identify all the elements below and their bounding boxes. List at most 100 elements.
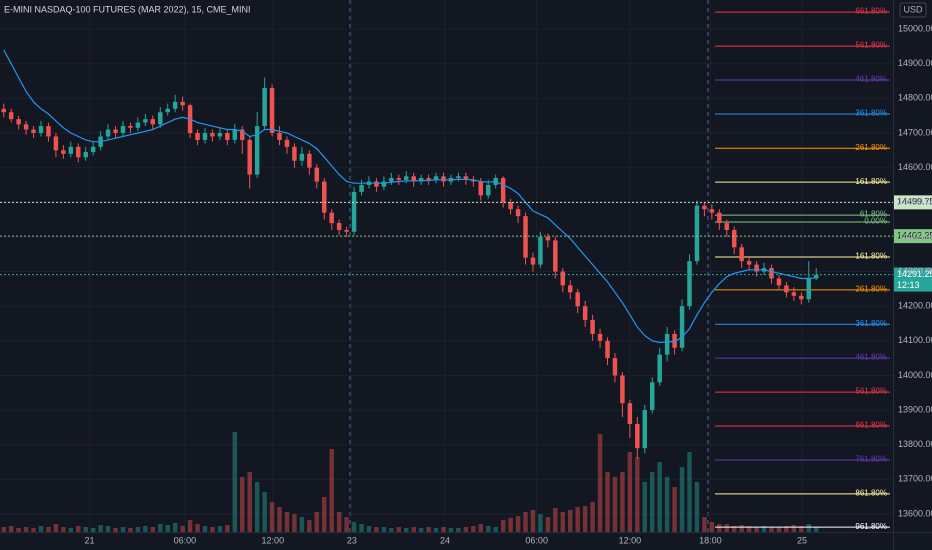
volume-bar — [322, 497, 327, 532]
volume-bar — [702, 517, 707, 532]
y-tick-label: 13800.00 — [898, 439, 932, 449]
volume-bar — [8, 526, 14, 532]
volume-bar — [560, 512, 566, 532]
candle-body — [359, 184, 364, 192]
volume-bar — [120, 527, 126, 532]
candle-body — [679, 306, 685, 348]
volume-bar — [254, 482, 260, 532]
candle-body — [120, 126, 126, 133]
candle-body — [776, 278, 782, 286]
price-label: 14291.25 — [897, 269, 932, 279]
volume-bar — [374, 527, 379, 532]
volume-bar — [396, 527, 402, 532]
candle-body — [694, 205, 700, 262]
candle-body — [515, 209, 521, 217]
volume-bar — [225, 525, 230, 532]
candle-body — [784, 285, 789, 293]
y-tick-label: 14100.00 — [898, 335, 932, 345]
candle-body — [389, 178, 394, 182]
fibonacci: 661.80% 561.80% 461.80% 361.80% 261.80% 161.8… — [715, 7, 890, 531]
candle-body — [754, 264, 759, 272]
volume-bar — [150, 527, 156, 532]
volume-bar — [158, 524, 163, 532]
fib-label: 661.80% — [855, 7, 887, 16]
fib-label: 161.80% — [855, 177, 887, 186]
candle-body — [396, 178, 402, 180]
volume-bar — [605, 472, 610, 532]
candle-body — [575, 292, 580, 307]
candle-body — [530, 257, 536, 265]
candle-body — [351, 191, 357, 232]
volume-bar — [448, 528, 454, 532]
volume-bar — [784, 526, 789, 532]
candle-body — [46, 126, 51, 137]
y-tick-label: 14800.00 — [898, 93, 932, 103]
candle-body — [538, 236, 543, 265]
price-label: 14402.25 — [897, 231, 932, 241]
candle-body — [292, 146, 297, 161]
volume-bar — [433, 528, 439, 532]
candle-body — [806, 278, 812, 300]
fib-label: 361.80% — [855, 319, 887, 328]
candle-body — [456, 176, 461, 179]
currency[interactable]: USD — [903, 4, 923, 14]
candle-body — [31, 129, 36, 133]
volume-bar — [68, 528, 74, 532]
candle-body — [195, 133, 200, 140]
y-tick-label: 14700.00 — [898, 127, 932, 137]
volume-bar — [269, 502, 275, 532]
fib-label: 161.80% — [855, 252, 887, 261]
x-tick-label: 23 — [347, 535, 357, 545]
candle-body — [590, 320, 595, 334]
volume-bar — [46, 527, 51, 532]
candle-body — [635, 423, 640, 449]
volume-bar — [83, 527, 88, 532]
candle-body — [664, 333, 670, 355]
candle-body — [709, 209, 715, 213]
volume-bar — [754, 527, 759, 532]
candle-body — [262, 87, 267, 127]
candle-body — [769, 268, 774, 279]
candle-body — [277, 133, 282, 140]
candle-body — [105, 129, 111, 137]
candle-body — [411, 176, 416, 182]
volume-bar — [486, 526, 491, 532]
candle-body — [254, 126, 260, 175]
volume-bar — [709, 522, 715, 532]
candle-body — [418, 178, 424, 182]
volume-bar — [336, 512, 342, 532]
x-tick-label: 06:00 — [525, 535, 548, 545]
volume-bar — [545, 517, 551, 532]
candles — [1, 49, 819, 459]
y-tick-label: 14900.00 — [898, 58, 932, 68]
x-tick-label: 06:00 — [174, 535, 197, 545]
candle-body — [374, 181, 379, 187]
candle-body — [605, 340, 610, 359]
volume-bar — [597, 434, 603, 532]
candle-body — [61, 150, 66, 154]
volume-bar — [664, 477, 670, 532]
x-tick-label: 21 — [84, 535, 94, 545]
candle-body — [202, 133, 208, 140]
candle-body — [83, 152, 88, 158]
volume-bar — [717, 524, 722, 532]
candle-body — [38, 126, 44, 133]
candle-body — [508, 202, 513, 210]
currency-box[interactable] — [899, 2, 927, 18]
candle-body — [620, 375, 625, 404]
volume-bar — [344, 517, 349, 532]
volume-bar — [351, 522, 357, 532]
candle-body — [523, 216, 528, 258]
price-label-box — [894, 195, 932, 210]
candle-body — [441, 176, 446, 182]
volume-bar — [128, 528, 133, 532]
volume-bar — [359, 524, 364, 532]
fib-label: 261.80% — [855, 143, 887, 152]
candle-body — [657, 354, 662, 383]
candle-body — [314, 167, 320, 182]
volume-bar — [538, 514, 543, 532]
price-label-box — [894, 267, 932, 292]
volume-bar — [180, 526, 185, 532]
volume-bar — [76, 526, 81, 532]
